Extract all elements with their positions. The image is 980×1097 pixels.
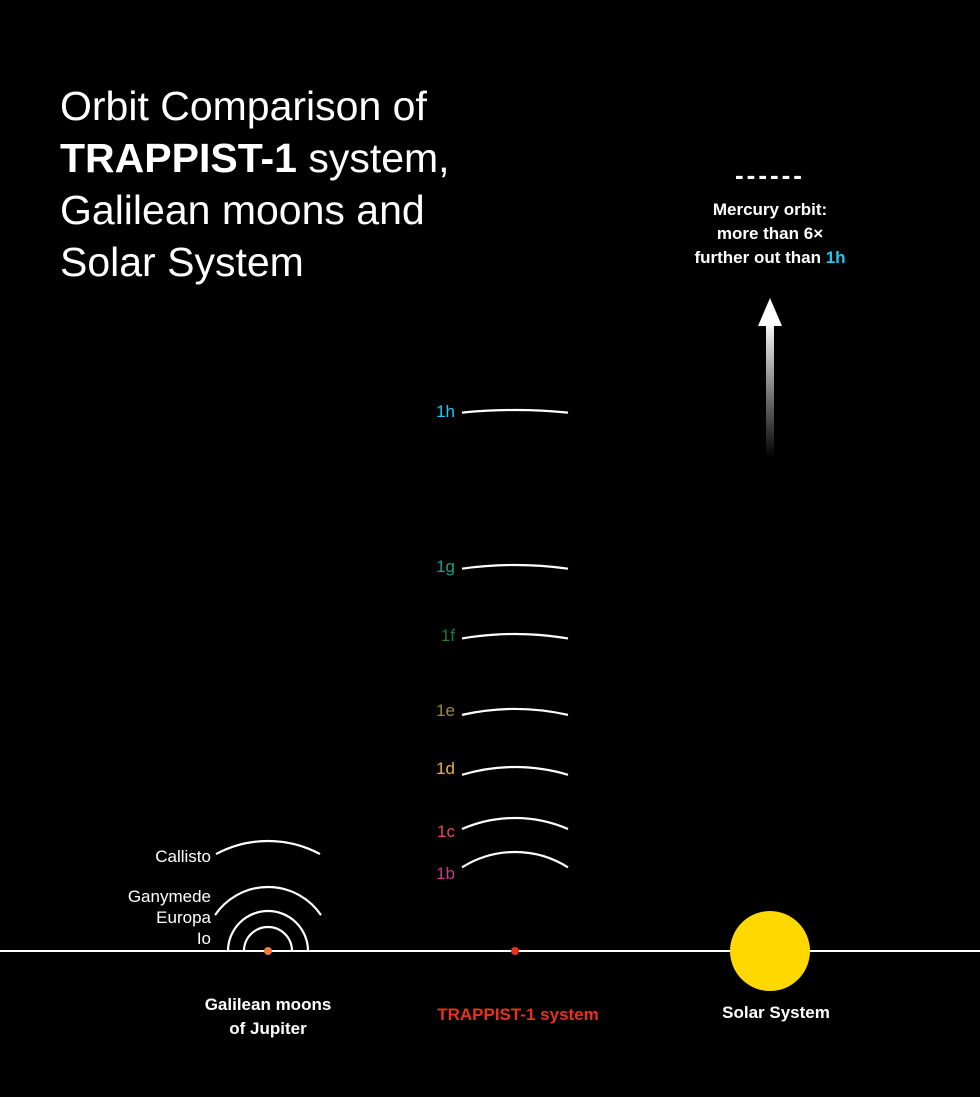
orbit-1d [461, 765, 569, 776]
arrow-shaft [766, 320, 774, 458]
orbit-1e [461, 707, 569, 716]
jupiter-dot [264, 947, 272, 955]
title-line-2: TRAPPIST-1 system, [60, 132, 450, 184]
orbit-1f [461, 632, 569, 640]
sun [730, 911, 810, 991]
title-bold: TRAPPIST-1 [60, 135, 297, 181]
mercury-note-line-3: further out than 1h [660, 246, 880, 270]
planet-label-1d: 1d [436, 759, 455, 778]
orbit-callisto [215, 839, 321, 856]
page-title: Orbit Comparison of TRAPPIST-1 system, G… [60, 80, 450, 288]
moon-label-ganymede: Ganymede [127, 887, 211, 906]
title-line-2-rest: system, [296, 135, 450, 181]
mercury-note-highlight: 1h [825, 248, 846, 267]
trappist-star-dot [511, 947, 519, 955]
caption-galilean-line-1: Galilean moons [204, 995, 332, 1014]
planet-label-1h: 1h [436, 402, 455, 421]
orbit-1c [461, 816, 569, 831]
caption-trappist: TRAPPIST-1 system [437, 1005, 599, 1024]
moon-label-io: Io [196, 929, 211, 948]
orbit-europa [226, 909, 310, 952]
orbit-io [242, 925, 294, 952]
moon-label-europa: Europa [156, 908, 211, 927]
planet-label-1b: 1b [436, 864, 455, 883]
title-line-1: Orbit Comparison of [60, 83, 427, 129]
caption-galilean-line-2: of Jupiter [229, 1019, 307, 1038]
title-line-4: Solar System [60, 239, 304, 285]
orbit-ganymede [214, 885, 322, 916]
planet-label-1e: 1e [436, 701, 455, 720]
mercury-note-text: further out than [694, 248, 826, 267]
orbit-1h [461, 408, 569, 414]
planet-label-1c: 1c [437, 822, 455, 841]
mercury-note: Mercury orbit: more than 6× further out … [660, 198, 880, 270]
planet-label-1f: 1f [440, 626, 455, 645]
mercury-note-line-1: Mercury orbit: [712, 200, 828, 219]
orbit-1b [461, 850, 569, 869]
mercury-note-line-2: more than 6× [716, 224, 824, 243]
mercury-dashed-line: ------ [735, 160, 805, 190]
caption-galilean: Galilean moons of Jupiter [168, 993, 368, 1041]
moon-label-callisto: Callisto [155, 847, 211, 866]
arrow-up-icon [758, 298, 782, 326]
planet-label-1g: 1g [436, 557, 455, 576]
title-line-3: Galilean moons and [60, 187, 425, 233]
caption-solar-system: Solar System [722, 1003, 830, 1022]
orbit-1g [461, 563, 569, 570]
